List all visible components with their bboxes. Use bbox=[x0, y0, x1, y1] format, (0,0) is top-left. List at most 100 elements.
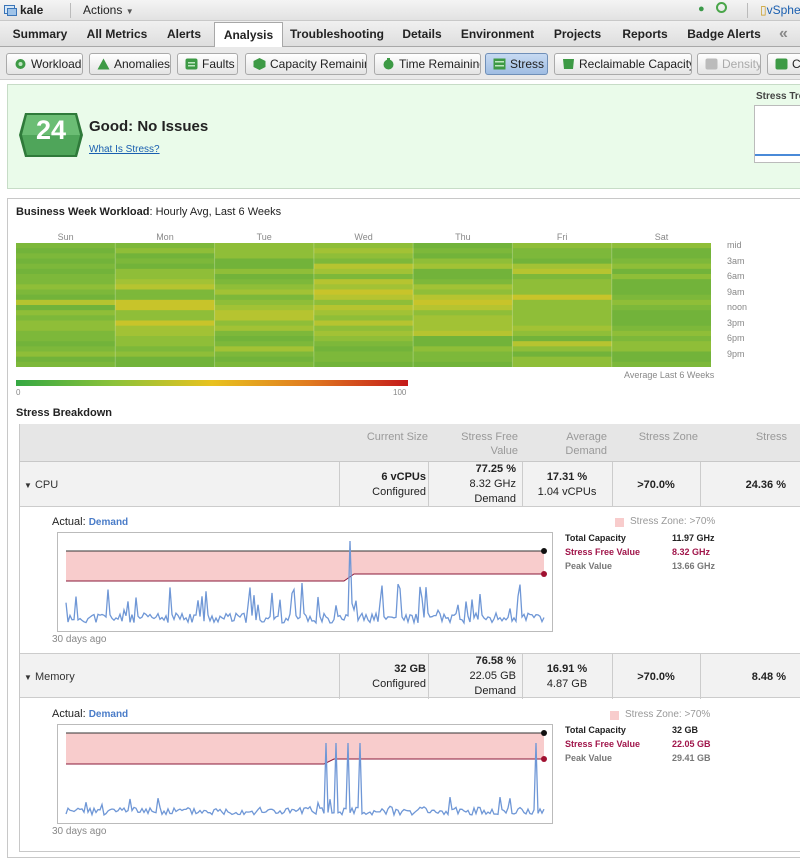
heatmap-cell bbox=[214, 274, 315, 280]
tabs-scroll-left-icon[interactable]: « bbox=[779, 25, 788, 42]
heatmap-hour-label: 9pm bbox=[727, 348, 745, 359]
vm-name: kale bbox=[20, 3, 44, 17]
heatmap-cell bbox=[115, 356, 216, 363]
heatmap-cell bbox=[313, 284, 414, 290]
workload-title-bold: Business Week Workload bbox=[16, 206, 150, 218]
heatmap-cell bbox=[512, 315, 613, 321]
cpu-peak-value: 13.66 GHz bbox=[672, 561, 716, 571]
heatmap-cell bbox=[413, 356, 513, 363]
heatmap-cell bbox=[512, 253, 613, 259]
subtab-stress[interactable]: Stress bbox=[485, 53, 548, 75]
heatmap-cell bbox=[214, 294, 315, 301]
subtab-anomalies[interactable]: Anomalies bbox=[89, 53, 171, 75]
row-label-memory: Memory bbox=[34, 671, 75, 683]
tab-badge-alerts[interactable]: Badge Alerts bbox=[687, 27, 761, 41]
heatmap-cell bbox=[413, 263, 513, 270]
header-stress-zone[interactable]: Stress Zone bbox=[638, 431, 698, 443]
expand-cpu-row[interactable]: ▼ CPU bbox=[24, 479, 58, 491]
heatmap-cell bbox=[413, 361, 513, 367]
heatmap-cell bbox=[512, 289, 613, 296]
tab-reports[interactable]: Reports bbox=[622, 27, 668, 41]
subtab-faults[interactable]: Faults bbox=[177, 53, 238, 75]
memory-stress-free-label: Stress Free Value bbox=[565, 739, 641, 749]
heatmap-cell bbox=[413, 341, 513, 347]
what-is-stress-link[interactable]: What Is Stress? bbox=[89, 144, 160, 155]
divider bbox=[612, 462, 613, 507]
heatmap-cell bbox=[611, 356, 711, 363]
subtab-compliance[interactable]: C bbox=[767, 53, 800, 75]
heatmap-cell bbox=[413, 336, 513, 342]
heatmap-cell bbox=[313, 294, 414, 301]
heatmap-cell bbox=[512, 248, 613, 254]
actions-menu[interactable]: Actions ▼ bbox=[83, 3, 134, 17]
heatmap-cell bbox=[413, 315, 513, 321]
heatmap-cell bbox=[413, 310, 513, 316]
time-remaining-icon bbox=[383, 58, 394, 70]
heatmap-cell bbox=[16, 341, 116, 347]
heatmap-cell bbox=[512, 279, 613, 285]
tab-all-metrics[interactable]: All Metrics bbox=[86, 27, 148, 41]
tab-projects[interactable]: Projects bbox=[553, 27, 602, 41]
heatmap-cell bbox=[214, 346, 315, 352]
tab-alerts[interactable]: Alerts bbox=[166, 27, 201, 41]
divider bbox=[700, 462, 701, 507]
table-row-memory[interactable] bbox=[20, 653, 800, 698]
subtab-time-remaining[interactable]: Time Remaining bbox=[374, 53, 481, 75]
subtab-workload[interactable]: Workload bbox=[6, 53, 83, 75]
refresh-status-icon[interactable] bbox=[716, 2, 727, 13]
divider bbox=[428, 462, 429, 507]
tab-summary[interactable]: Summary bbox=[12, 27, 68, 41]
heatmap-cell bbox=[115, 258, 216, 265]
tab-environment[interactable]: Environment bbox=[460, 27, 535, 41]
heatmap-cell bbox=[313, 305, 414, 311]
heatmap-cell bbox=[313, 243, 414, 249]
header-current-size[interactable]: Current Size bbox=[366, 431, 428, 443]
heatmap-cell bbox=[16, 310, 116, 316]
heatmap-cell bbox=[313, 289, 414, 296]
actual-demand-value[interactable]: Demand bbox=[88, 517, 129, 528]
expand-memory-row[interactable]: ▼ Memory bbox=[24, 671, 75, 683]
heatmap-cell bbox=[611, 284, 711, 290]
chevron-down-icon: ▼ bbox=[24, 673, 32, 682]
subtab-density[interactable]: Density bbox=[697, 53, 761, 75]
actual-text: Actual: bbox=[52, 516, 86, 528]
tab-troubleshooting[interactable]: Troubleshooting bbox=[290, 27, 384, 41]
subtab-label: Faults bbox=[202, 57, 235, 71]
heatmap-cell bbox=[313, 274, 414, 280]
heatmap-cell bbox=[214, 263, 315, 270]
stress-score-badge-icon bbox=[19, 113, 83, 157]
vsphere-link[interactable]: ▯vSphe bbox=[760, 3, 800, 17]
heatmap-cell bbox=[512, 258, 613, 265]
heatmap-cell bbox=[214, 284, 315, 290]
faults-icon bbox=[185, 58, 198, 70]
memory-actual-label: Actual: Demand bbox=[52, 708, 128, 720]
header-average-demand[interactable]: Average Demand bbox=[565, 431, 607, 457]
heatmap-cell bbox=[313, 310, 414, 316]
heatmap-cell bbox=[16, 289, 116, 296]
heatmap-cell bbox=[611, 346, 711, 352]
header-stress[interactable]: Stress bbox=[755, 431, 787, 443]
tab-analysis[interactable]: Analysis bbox=[214, 22, 283, 49]
tab-details[interactable]: Details bbox=[402, 27, 442, 41]
vm-title: kale bbox=[4, 3, 43, 17]
subtab-reclaimable-capacity[interactable]: Reclaimable Capacity bbox=[554, 53, 692, 75]
stress-zone-legend-swatch bbox=[610, 711, 619, 720]
memory-size-note: Configured bbox=[372, 678, 426, 690]
heatmap-cell bbox=[313, 320, 414, 327]
heatmap-cell bbox=[413, 284, 513, 290]
heatmap-cell bbox=[214, 341, 315, 347]
subtab-label: Reclaimable Capacity bbox=[579, 57, 692, 71]
heatmap-cell bbox=[313, 351, 414, 358]
cpu-free-note: Demand bbox=[474, 493, 516, 505]
heatmap-cell bbox=[16, 284, 116, 290]
compliance-icon bbox=[775, 58, 788, 70]
workload-color-scale bbox=[16, 380, 408, 386]
divider bbox=[339, 653, 340, 699]
health-status-icon[interactable]: ● bbox=[698, 3, 705, 15]
heatmap-cell bbox=[611, 263, 711, 270]
actual-demand-value[interactable]: Demand bbox=[88, 709, 129, 720]
table-row-cpu[interactable] bbox=[20, 462, 800, 507]
header-stress-free-value[interactable]: Stress Free Value bbox=[440, 430, 518, 458]
heatmap-cell bbox=[115, 320, 216, 327]
subtab-capacity-remaining[interactable]: Capacity Remaining bbox=[245, 53, 367, 75]
